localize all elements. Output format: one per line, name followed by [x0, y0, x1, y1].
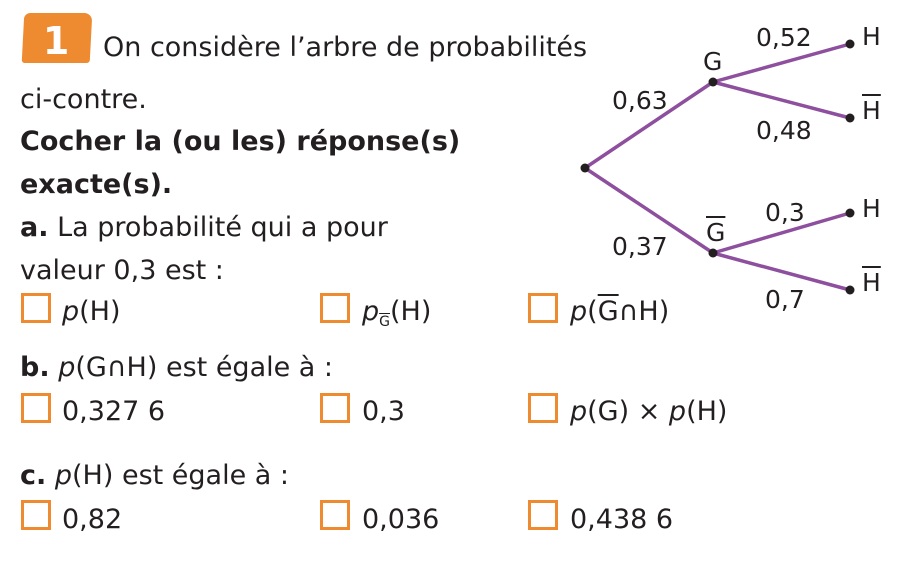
node-label-h1bar: H — [862, 96, 881, 125]
question-b-prompt: b. p(G∩H) est égale à : — [20, 352, 334, 383]
question-a-prompt: a. La probabilité qui a pour — [20, 214, 388, 241]
checkbox-c2[interactable] — [320, 500, 350, 530]
checkbox-c3[interactable] — [528, 500, 558, 530]
branch-root-g — [584, 80, 714, 170]
node-label-g: G — [703, 47, 723, 76]
node-root — [580, 163, 590, 173]
option-c2: 0,036 — [362, 504, 440, 535]
instruction-line-2: exacte(s). — [20, 169, 173, 200]
node-h1 — [845, 39, 855, 49]
prob-g-h: 0,52 — [756, 23, 812, 52]
option-a3: p(G∩H) — [570, 296, 670, 327]
node-label-gbar: G — [706, 218, 726, 247]
prob-g-hbar: 0,48 — [756, 116, 812, 145]
instruction-line-1: Cocher la (ou les) réponse(s) — [20, 126, 461, 157]
node-h2 — [845, 208, 855, 218]
intro-line-1: On considère l’arbre de probabilités — [103, 32, 588, 63]
question-c-prompt: c. p(H) est égale à : — [20, 460, 290, 491]
checkbox-b2[interactable] — [320, 393, 350, 423]
node-h2bar — [845, 285, 855, 295]
branch-root-gbar — [584, 166, 714, 255]
node-label-h2bar: H — [862, 268, 881, 297]
checkbox-a3[interactable] — [528, 293, 558, 323]
prob-gbar-h: 0,3 — [765, 198, 805, 227]
node-label-h2: H — [862, 194, 881, 223]
option-b1: 0,327 6 — [62, 396, 166, 427]
prob-root-g: 0,63 — [612, 86, 668, 115]
prob-gbar-hbar: 0,7 — [765, 285, 805, 314]
node-label-h1: H — [862, 22, 881, 51]
node-gbar — [708, 248, 718, 258]
branch-gbar-h — [712, 211, 851, 255]
checkbox-b3[interactable] — [528, 393, 558, 423]
node-g — [708, 77, 718, 87]
branch-gbar-hbar — [712, 251, 851, 292]
checkbox-c1[interactable] — [21, 500, 51, 530]
checkbox-b1[interactable] — [21, 393, 51, 423]
prob-root-gbar: 0,37 — [612, 232, 668, 261]
node-h1bar — [845, 113, 855, 123]
option-b3: p(G) × p(H) — [570, 396, 728, 427]
option-a2: pG(H) — [362, 296, 432, 330]
branch-g-hbar — [712, 80, 851, 120]
checkbox-a2[interactable] — [320, 293, 350, 323]
question-letter: a. — [20, 212, 49, 243]
checkbox-a1[interactable] — [21, 293, 51, 323]
option-c3: 0,438 6 — [570, 504, 674, 535]
option-a1: p(H) — [62, 296, 121, 327]
question-text: La probabilité qui a pour — [57, 212, 388, 243]
option-b2: 0,3 — [362, 396, 405, 427]
branch-g-h — [712, 42, 851, 84]
option-c1: 0,82 — [62, 504, 123, 535]
intro-line-2: ci-contre. — [20, 84, 147, 115]
question-a-prompt-2: valeur 0,3 est : — [20, 255, 224, 286]
